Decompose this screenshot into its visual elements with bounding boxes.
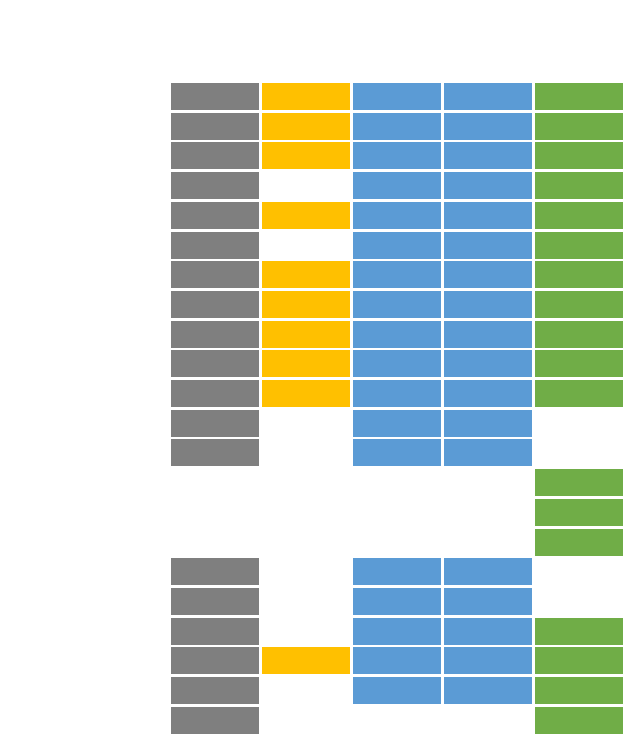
block-gold-r3-c2 [262, 142, 350, 170]
block-blue-r5-c3 [353, 201, 441, 229]
block-blue-r13-c4 [444, 439, 532, 467]
block-gray-r12-c1 [171, 409, 259, 437]
block-blue-r10-c4 [444, 350, 532, 378]
block-blue-r3-c3 [353, 142, 441, 170]
block-blue-r7-c4 [444, 261, 532, 289]
block-green-r14-c5 [535, 469, 623, 497]
color-block-grid [171, 83, 623, 735]
block-green-r11-c5 [535, 380, 623, 407]
block-blue-r9-c3 [353, 320, 441, 348]
block-gray-r20-c1 [171, 647, 259, 675]
block-blue-r4-c4 [444, 172, 532, 200]
block-green-r22-c5 [535, 706, 623, 734]
block-blue-r20-c3 [353, 647, 441, 675]
block-blue-r2-c3 [353, 112, 441, 140]
block-blue-r21-c4 [444, 677, 532, 704]
block-gray-r7-c1 [171, 261, 259, 289]
block-gray-r22-c1 [171, 706, 259, 734]
block-gray-r17-c1 [171, 558, 259, 586]
block-green-r8-c5 [535, 290, 623, 318]
block-green-r7-c5 [535, 261, 623, 289]
block-blue-r17-c4 [444, 558, 532, 586]
block-green-r15-c5 [535, 498, 623, 526]
block-green-r20-c5 [535, 647, 623, 675]
block-blue-r10-c3 [353, 350, 441, 378]
block-green-r6-c5 [535, 231, 623, 259]
block-blue-r17-c3 [353, 558, 441, 586]
block-gray-r11-c1 [171, 380, 259, 407]
block-blue-r21-c3 [353, 677, 441, 704]
block-blue-r20-c4 [444, 647, 532, 675]
block-gray-r4-c1 [171, 172, 259, 200]
block-gold-r9-c2 [262, 320, 350, 348]
block-green-r9-c5 [535, 320, 623, 348]
block-blue-r5-c4 [444, 201, 532, 229]
block-blue-r11-c4 [444, 380, 532, 407]
block-green-r19-c5 [535, 617, 623, 645]
block-blue-r19-c4 [444, 617, 532, 645]
block-blue-r7-c3 [353, 261, 441, 289]
block-blue-r4-c3 [353, 172, 441, 200]
block-blue-r12-c4 [444, 409, 532, 437]
block-blue-r1-c4 [444, 83, 532, 110]
block-gold-r1-c2 [262, 83, 350, 110]
block-gray-r1-c1 [171, 83, 259, 110]
block-blue-r6-c4 [444, 231, 532, 259]
block-blue-r3-c4 [444, 142, 532, 170]
block-green-r4-c5 [535, 172, 623, 200]
block-gray-r19-c1 [171, 617, 259, 645]
block-blue-r9-c4 [444, 320, 532, 348]
block-gold-r2-c2 [262, 112, 350, 140]
block-blue-r13-c3 [353, 439, 441, 467]
block-blue-r19-c3 [353, 617, 441, 645]
block-blue-r18-c4 [444, 587, 532, 615]
block-gray-r5-c1 [171, 201, 259, 229]
block-blue-r12-c3 [353, 409, 441, 437]
block-gray-r2-c1 [171, 112, 259, 140]
block-green-r10-c5 [535, 350, 623, 378]
block-gray-r3-c1 [171, 142, 259, 170]
block-green-r2-c5 [535, 112, 623, 140]
block-blue-r6-c3 [353, 231, 441, 259]
block-blue-r1-c3 [353, 83, 441, 110]
block-green-r5-c5 [535, 201, 623, 229]
block-blue-r18-c3 [353, 587, 441, 615]
block-gray-r18-c1 [171, 587, 259, 615]
block-gray-r10-c1 [171, 350, 259, 378]
block-blue-r8-c3 [353, 290, 441, 318]
block-gray-r9-c1 [171, 320, 259, 348]
block-green-r3-c5 [535, 142, 623, 170]
block-green-r16-c5 [535, 528, 623, 556]
block-gray-r21-c1 [171, 677, 259, 704]
block-gold-r20-c2 [262, 647, 350, 675]
block-gold-r10-c2 [262, 350, 350, 378]
block-gray-r13-c1 [171, 439, 259, 467]
block-blue-r8-c4 [444, 290, 532, 318]
block-blue-r11-c3 [353, 380, 441, 407]
block-gold-r11-c2 [262, 380, 350, 407]
block-gold-r7-c2 [262, 261, 350, 289]
block-green-r1-c5 [535, 83, 623, 110]
block-gold-r5-c2 [262, 201, 350, 229]
block-blue-r2-c4 [444, 112, 532, 140]
block-gray-r8-c1 [171, 290, 259, 318]
block-green-r21-c5 [535, 677, 623, 704]
block-gold-r8-c2 [262, 290, 350, 318]
block-gray-r6-c1 [171, 231, 259, 259]
